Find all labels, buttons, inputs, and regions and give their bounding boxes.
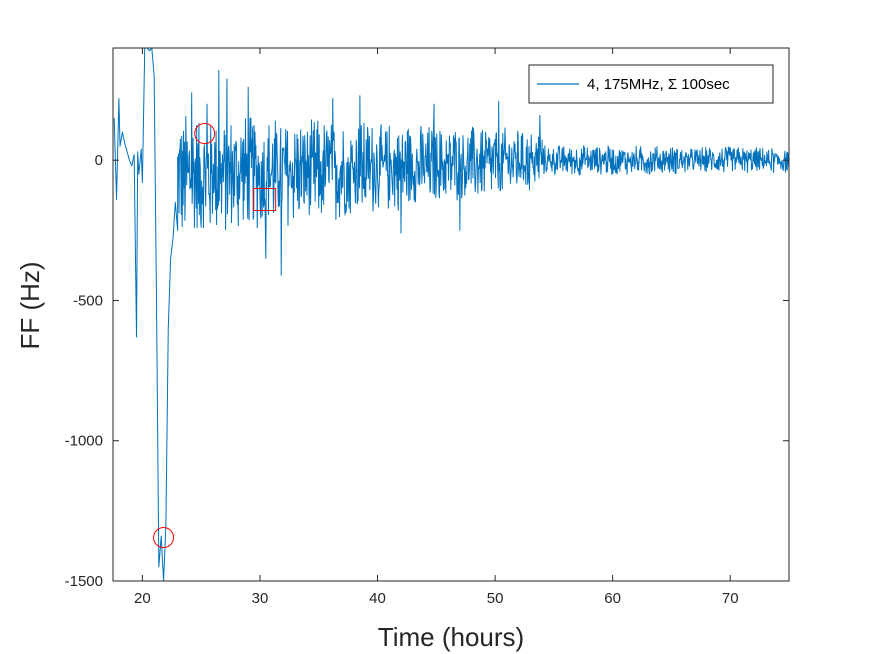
annotation-circle bbox=[153, 527, 175, 549]
series-line bbox=[113, 48, 789, 581]
x-tick-label: 70 bbox=[722, 590, 739, 607]
x-tick-label: 20 bbox=[134, 590, 151, 607]
x-tick-label: 60 bbox=[604, 590, 621, 607]
annotation-square bbox=[253, 187, 277, 211]
annotation-circle bbox=[194, 123, 216, 145]
legend-entry: 4, 175MHz, Σ 100sec bbox=[587, 76, 730, 93]
plot-area bbox=[113, 48, 789, 581]
x-axis: 20 30 40 50 60 70 bbox=[134, 48, 739, 607]
data-layer bbox=[113, 48, 789, 581]
legend: 4, 175MHz, Σ 100sec bbox=[528, 64, 774, 104]
annotation-layer bbox=[153, 123, 277, 549]
x-tick-label: 40 bbox=[369, 590, 386, 607]
y-axis-label: FF (Hz) bbox=[15, 261, 45, 349]
axes-box bbox=[112, 47, 790, 582]
x-axis-label: Time (hours) bbox=[378, 622, 524, 652]
x-tick-label: 50 bbox=[487, 590, 504, 607]
y-tick-label: -1000 bbox=[65, 433, 103, 450]
y-tick-label: -500 bbox=[73, 292, 103, 309]
y-tick-label: -1500 bbox=[65, 573, 103, 590]
y-tick-label: 0 bbox=[95, 152, 103, 169]
x-tick-label: 30 bbox=[252, 590, 269, 607]
y-axis: 0 -500 -1000 -1500 bbox=[65, 152, 789, 590]
